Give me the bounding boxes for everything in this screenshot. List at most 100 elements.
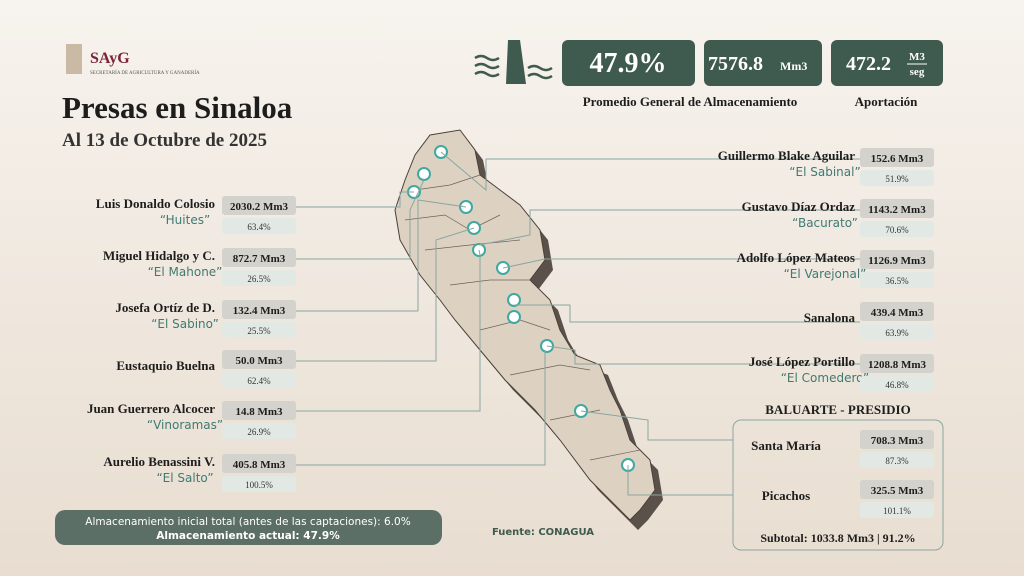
percent-box [222,270,296,286]
source: Fuente: CONAGUA [492,527,594,538]
dam-percent: 46.8% [885,380,909,390]
dam-volume: 14.8 Mm3 [235,406,283,418]
dam-name: Miguel Hidalgo y C. [103,248,215,263]
percent-box [860,324,934,340]
volume-unit: Mm3 [780,59,807,73]
dam-volume: 439.4 Mm3 [871,307,924,319]
volume-box [860,199,934,218]
inflow-box [831,40,943,86]
dam-marker [507,310,521,324]
dam-alias: “El Varejonal” [784,267,867,281]
baluarte-box [732,419,944,551]
water-icon [474,54,553,80]
percent-box [860,221,934,237]
volume-box [860,354,934,373]
map [394,129,663,530]
dam-alias: “El Comedero” [781,371,870,385]
dam-percent: 26.9% [247,427,271,437]
dam-icon [506,40,526,84]
dam-percent: 63.9% [885,328,909,338]
volume-box [860,250,934,269]
percent-box [222,476,296,492]
footer-current: Almacenamiento actual: 47.9% [156,530,340,542]
dam-volume: 325.5 Mm3 [871,485,924,497]
dam-percent: 63.4% [247,222,271,232]
footer-box [55,510,442,545]
percent-box [860,502,934,518]
dam-alias: “El Salto” [156,471,213,485]
dam-alias: “Huites” [160,213,210,227]
dam-volume: 1143.2 Mm3 [868,204,926,216]
percent-box [222,322,296,338]
dam-volume: 708.3 Mm3 [871,435,924,447]
dam-percent: 36.5% [885,276,909,286]
dam-percent: 70.6% [885,225,909,235]
dam-name: Luis Donaldo Colosio [96,196,215,211]
connectors [296,151,860,496]
dam-name: Eustaquio Buelna [116,358,215,373]
volume-box [860,430,934,449]
volume-box [222,350,296,369]
percent-box [860,272,934,288]
dam-name: Aurelio Benassini V. [103,454,215,469]
dam-name: José López Portillo [749,354,855,369]
dam-percent: 101.1% [883,506,911,516]
logo-emblem [66,44,82,74]
dam-percent: 87.3% [885,456,909,466]
left-dams: Luis Donaldo Colosio “Huites” 2030.2 Mm3 63… [87,196,296,492]
volume-box [704,40,822,86]
dam-volume: 1126.9 Mm3 [868,255,926,267]
dam-name: Picachos [762,488,810,503]
dam-volume: 405.8 Mm3 [233,459,286,471]
dam-name: Guillermo Blake Aguilar [718,148,855,163]
inflow-unit-bottom: seg [910,66,925,78]
dam-alias: “Vinoramas” [147,418,223,432]
percent-box [222,218,296,234]
baluarte-dams: Santa María 708.3 Mm3 87.3% Picachos 325.5 M… [751,430,934,518]
footer-initial: Almacenamiento inicial total (antes de l… [85,516,410,528]
percent-box [860,452,934,468]
average-value: 47.9% [590,48,667,79]
logo-acronym: SAyG [90,50,130,67]
dam-alias: “El Sabinal” [789,165,860,179]
volume-box [222,454,296,473]
dam-name: Santa María [751,438,821,453]
dam-volume: 872.7 Mm3 [233,253,286,265]
dam-name: Sanalona [804,310,856,325]
dam-volume: 1208.8 Mm3 [868,359,927,371]
right-dams: Guillermo Blake Aguilar “El Sabinal” 152.6… [718,148,934,392]
dam-name: Adolfo López Mateos [737,250,855,265]
inflow-value: 472.2 [846,53,891,75]
dam-percent: 26.5% [247,274,271,284]
volume-box [222,248,296,267]
dam-name: Josefa Ortíz de D. [115,300,215,315]
dam-percent: 51.9% [885,174,909,184]
dam-volume: 50.0 Mm3 [235,355,283,367]
volume-box [860,302,934,321]
average-label: Promedio General de Almacenamiento [583,94,798,109]
percent-box [222,372,296,388]
volume-value: 7576.8 [708,53,763,75]
volume-box [860,480,934,499]
dam-percent: 100.5% [245,480,273,490]
dam-volume: 132.4 Mm3 [233,305,286,317]
logo-agency: SECRETARÍA DE AGRICULTURA Y GANADERÍA [90,70,200,76]
dam-percent: 62.4% [247,376,271,386]
dam-percent: 25.5% [247,326,271,336]
dam-alias: “El Mahone” [148,265,223,279]
volume-box [860,148,934,167]
title: Presas en Sinaloa [62,90,293,125]
dam-name: Juan Guerrero Alcocer [87,401,215,416]
baluarte-subtotal: Subtotal: 1033.8 Mm3 | 91.2% [760,531,915,545]
volume-box [222,401,296,420]
dam-marker [417,167,431,181]
dam-volume: 2030.2 Mm3 [230,201,289,213]
volume-box [222,300,296,319]
percent-box [860,170,934,186]
dam-name: Gustavo Díaz Ordaz [742,199,856,214]
baluarte-title: BALUARTE - PRESIDIO [765,402,910,417]
average-box [562,40,695,86]
dam-alias: “Bacurato” [792,216,858,230]
percent-box [222,423,296,439]
